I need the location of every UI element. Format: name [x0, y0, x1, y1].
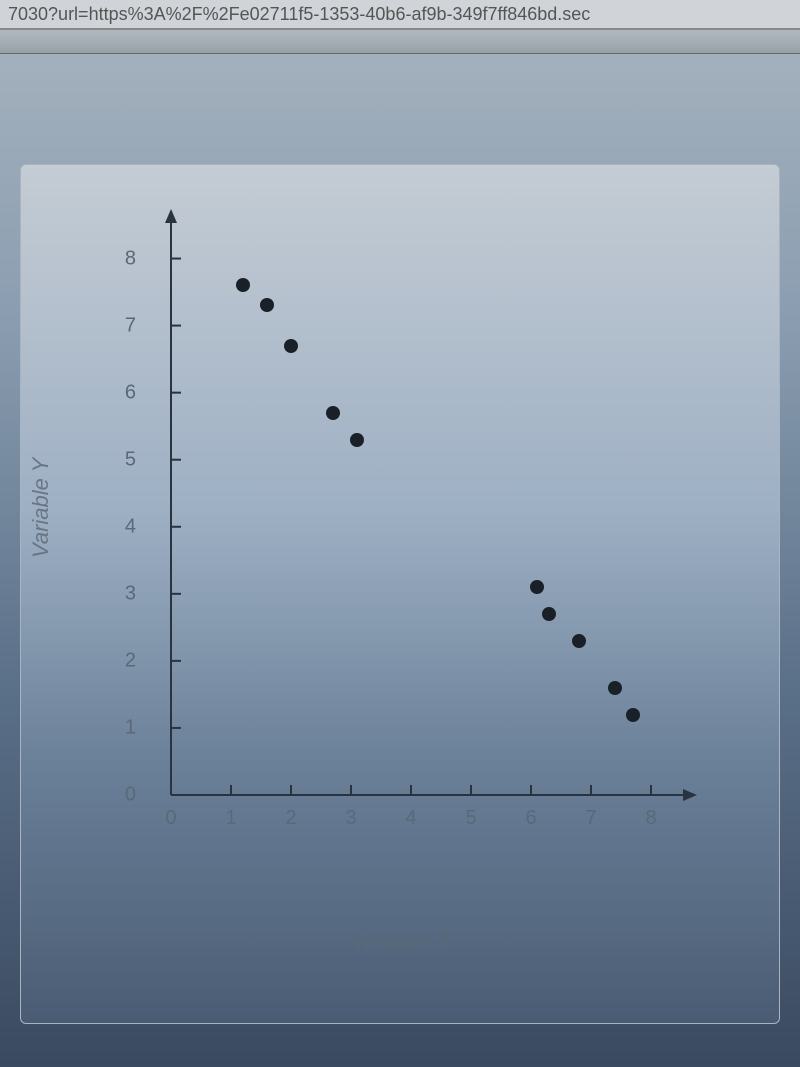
data-point — [626, 708, 640, 722]
x-tick-label: 3 — [341, 807, 361, 830]
x-tick-label: 1 — [221, 807, 241, 830]
data-point — [608, 681, 622, 695]
data-point — [326, 406, 340, 420]
chart-svg — [141, 205, 701, 845]
y-axis-label: Variable Y — [28, 458, 54, 558]
y-tick-label: 1 — [106, 716, 136, 739]
y-tick-label: 4 — [106, 515, 136, 538]
y-tick-label: 3 — [106, 582, 136, 605]
x-tick-label: 4 — [401, 807, 421, 830]
chart-panel: Variable Y Variable X 0 1 2 3 4 5 6 7 8 0 1 2 3 4 5 6 7 8 — [20, 164, 780, 1024]
y-tick-label: 6 — [106, 381, 136, 404]
x-tick-label: 8 — [641, 807, 661, 830]
x-tick-label: 0 — [161, 807, 181, 830]
x-tick-label: 6 — [521, 807, 541, 830]
x-tick-label: 5 — [461, 807, 481, 830]
data-point — [530, 580, 544, 594]
data-point — [236, 278, 250, 292]
y-tick-label: 2 — [106, 649, 136, 672]
data-point — [260, 298, 274, 312]
x-axis-label: Variable X — [351, 929, 452, 955]
data-point — [542, 607, 556, 621]
browser-chrome-strip — [0, 30, 800, 54]
y-tick-label: 0 — [106, 784, 136, 807]
y-tick-label: 5 — [106, 448, 136, 471]
y-tick-label: 8 — [106, 247, 136, 270]
url-bar[interactable]: 7030?url=https%3A%2F%2Fe02711f5-1353-40b… — [0, 0, 800, 30]
data-point — [284, 339, 298, 353]
x-tick-label: 2 — [281, 807, 301, 830]
data-point — [572, 634, 586, 648]
page-content: Variable Y Variable X 0 1 2 3 4 5 6 7 8 0 1 2 3 4 5 6 7 8 — [0, 54, 800, 1067]
y-tick-label: 7 — [106, 314, 136, 337]
data-point — [350, 433, 364, 447]
scatter-chart: Variable Y Variable X 012345678012345678 — [51, 205, 731, 945]
x-tick-label: 7 — [581, 807, 601, 830]
